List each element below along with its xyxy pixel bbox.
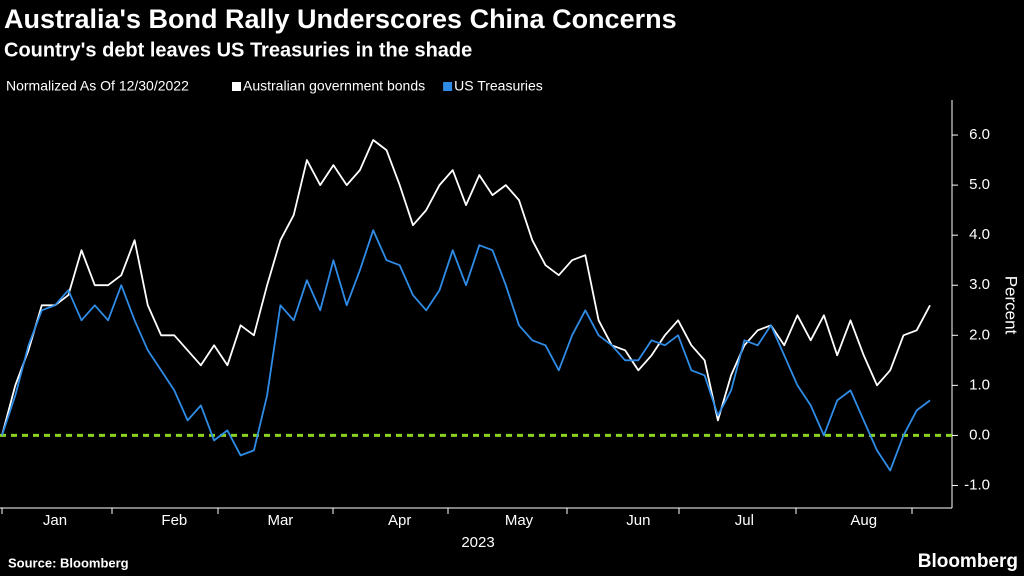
legend-label: Australian government bonds (243, 78, 425, 94)
x-axis-label: 2023 (461, 534, 494, 551)
legend-swatch (232, 82, 241, 91)
y-tick-label: 3.0 (969, 276, 990, 293)
x-tick-label: Aug (850, 512, 877, 529)
x-tick-label: Jul (735, 512, 754, 529)
x-tick-label: Jun (626, 512, 650, 529)
chart-title: Australia's Bond Rally Underscores China… (4, 4, 677, 34)
x-tick-label: Mar (267, 512, 293, 529)
x-tick-label: Jan (43, 512, 67, 529)
chart-subtitle: Country's debt leaves US Treasuries in t… (4, 39, 472, 61)
x-tick-label: May (505, 512, 534, 529)
y-tick-label: 0.0 (969, 426, 990, 443)
source: Source: Bloomberg (8, 555, 129, 570)
y-tick-label: 1.0 (969, 376, 990, 393)
legend-note: Normalized As Of 12/30/2022 (6, 78, 189, 94)
y-tick-label: 2.0 (969, 326, 990, 343)
series-line (1, 139, 931, 436)
legend-label: US Treasuries (454, 78, 543, 94)
y-tick-label: 5.0 (969, 176, 990, 193)
x-tick-label: Apr (388, 512, 411, 529)
month-ticks (1, 508, 913, 514)
y-tick-label: 4.0 (969, 226, 990, 243)
series-line (1, 229, 931, 472)
legend-swatch (443, 82, 453, 91)
x-tick-label: Feb (161, 512, 187, 529)
y-axis-label: Percent (1002, 276, 1021, 335)
brand: Bloomberg (918, 551, 1018, 572)
y-tick-label: 6.0 (969, 126, 990, 143)
y-tick-label: -1.0 (964, 476, 990, 493)
